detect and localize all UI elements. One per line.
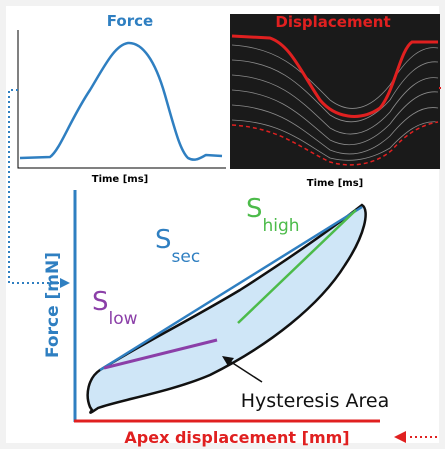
displacement-title: Displacement: [275, 13, 390, 31]
high-slope-label: Shigh: [246, 194, 300, 236]
tissue-texture: [231, 44, 439, 161]
force-title: Force: [107, 12, 153, 30]
force-connector: [8, 89, 62, 284]
x-axis-label: Apex displacement [mm]: [124, 428, 349, 447]
displacement-upper: [231, 34, 438, 118]
y-axis-label: Force [mN]: [43, 252, 63, 358]
secant-line: [99, 205, 363, 372]
force-arrow: [60, 278, 70, 288]
annotation-pointer: [227, 359, 263, 383]
force-axes: [17, 30, 226, 169]
low-slope-label: Slow: [92, 287, 138, 329]
low-slope-line: [103, 338, 218, 370]
ultrasound-image: [230, 14, 440, 169]
displacement-lower: [231, 121, 439, 166]
hysteresis-annotation: Hysteresis Area: [241, 390, 390, 412]
force-x-label: Time [ms]: [92, 174, 148, 185]
displacement-arrow: [394, 431, 406, 443]
secant-label: Ssec: [155, 225, 200, 267]
force-curve: [19, 41, 223, 161]
annotation-arrowhead: [222, 356, 234, 366]
displacement-x-label: Time [ms]: [307, 178, 363, 189]
high-slope-line: [237, 209, 357, 324]
